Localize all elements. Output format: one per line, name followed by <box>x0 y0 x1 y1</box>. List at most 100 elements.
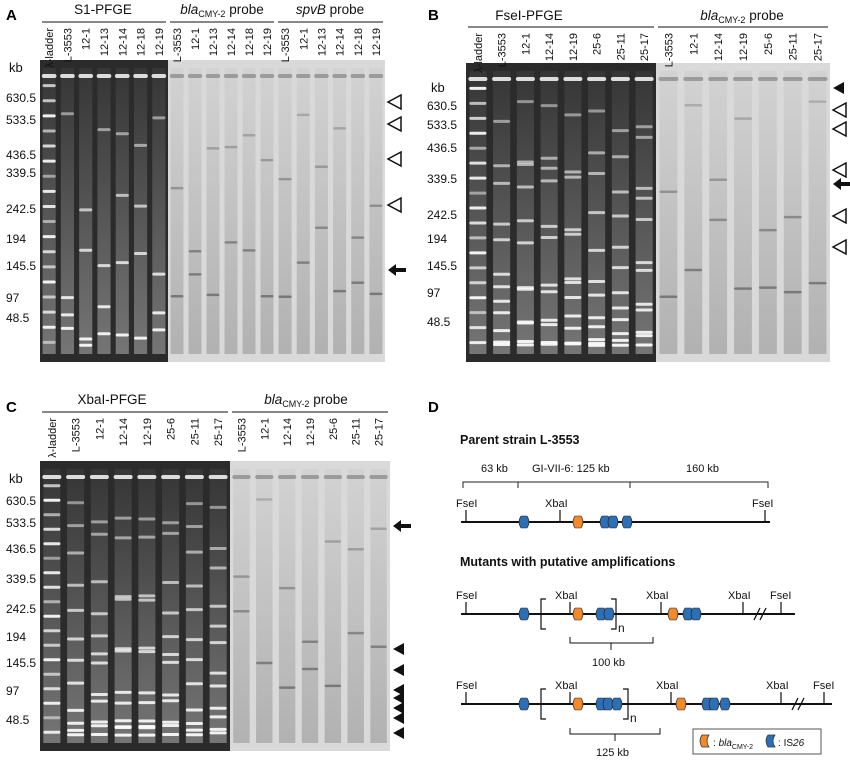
gel-band <box>43 571 61 575</box>
gel-band <box>564 342 582 346</box>
size-label: 242.5 <box>6 602 36 616</box>
gel-band <box>493 340 511 344</box>
gel-band <box>469 206 487 210</box>
size-label: 630.5 <box>427 99 457 113</box>
size-label: 145.5 <box>6 656 36 670</box>
lane-label: 12-19 <box>371 28 383 56</box>
gel-band <box>469 311 487 315</box>
gel-band <box>162 660 180 664</box>
gel-band <box>256 498 273 501</box>
gel-band <box>783 215 802 219</box>
lane-label: 12-1 <box>520 33 532 55</box>
gel-band <box>42 99 56 103</box>
gel-band <box>90 699 108 703</box>
gel-band <box>209 684 227 688</box>
gel-band <box>90 520 108 524</box>
gel-band <box>635 343 653 347</box>
gel-band <box>333 127 347 130</box>
is26-element <box>611 697 623 711</box>
lane-label: L-3553 <box>172 28 184 62</box>
gel-band <box>635 217 653 221</box>
open-triangle-marker <box>831 161 847 179</box>
gel-band <box>162 531 180 535</box>
gel-band <box>209 604 227 608</box>
lane-label: λ-ladder <box>473 33 485 73</box>
size-label: 48.5 <box>427 315 451 329</box>
filled-triangle-marker <box>393 664 404 676</box>
gel-band <box>42 129 56 133</box>
gel-band <box>540 224 558 228</box>
gel-band <box>469 251 487 255</box>
gel-band <box>469 146 487 150</box>
gel-band <box>369 292 383 296</box>
arrow-marker <box>833 178 850 190</box>
gel-band <box>115 193 129 197</box>
legend-is26-icon <box>765 734 776 748</box>
size-label: 194 <box>6 630 26 644</box>
gel-band <box>60 112 75 116</box>
gel-band <box>588 325 606 329</box>
gel-a-0 <box>40 60 168 362</box>
size-label: 630.5 <box>6 494 36 508</box>
gel-band <box>185 502 203 506</box>
bla-cmy2-gene <box>675 697 687 711</box>
lane-label: λ-ladder <box>47 418 59 458</box>
size-label: 339.5 <box>427 172 457 186</box>
size-label: 97 <box>6 684 20 698</box>
gel-band <box>138 594 156 598</box>
open-triangle-marker <box>386 196 402 214</box>
size-label: 48.5 <box>6 713 30 727</box>
is26-element <box>603 607 615 621</box>
filled-triangle-marker <box>393 643 404 655</box>
m2-xbai-3: XbaI <box>766 680 789 692</box>
gel-band <box>42 220 56 224</box>
gel-band <box>588 109 606 113</box>
gel-band <box>170 186 184 190</box>
lane-label: L-3553 <box>71 418 83 452</box>
gel-band <box>734 117 752 120</box>
is26-element <box>719 697 731 711</box>
m2-n: n <box>630 711 637 725</box>
gel-band <box>588 151 606 155</box>
filled-triangle-marker <box>393 702 404 714</box>
m1-fsei-right: FseI <box>770 590 791 602</box>
gel-band <box>43 585 61 589</box>
gel-band <box>808 281 827 285</box>
gel-band <box>42 265 56 269</box>
gel-band <box>185 550 203 554</box>
size-label: 145.5 <box>6 259 36 273</box>
gel-band <box>611 129 629 133</box>
gel-band <box>90 634 108 638</box>
gel-band <box>90 732 108 736</box>
lane-label: L-3553 <box>280 28 292 62</box>
size-label: 97 <box>6 291 20 305</box>
gel-band <box>540 290 558 294</box>
gel-band <box>115 333 129 337</box>
gel-band <box>42 310 56 314</box>
bracket-125kb <box>517 481 631 488</box>
parent-strain-title: Parent strain L-3553 <box>460 433 580 447</box>
lane-label: 12-1 <box>259 418 271 440</box>
m1-n: n <box>618 621 625 635</box>
gel-band <box>185 708 203 712</box>
size-label: 630.5 <box>6 91 36 105</box>
gel-band <box>138 598 156 602</box>
parent-fsei-left: FseI <box>456 498 477 510</box>
bla-cmy2-gene <box>667 607 679 621</box>
gel-band <box>611 332 629 336</box>
lane-label: 12-13 <box>99 28 111 56</box>
lane-label: 12-19 <box>142 418 154 446</box>
gel-band <box>43 614 61 618</box>
gel-band <box>162 580 180 584</box>
gel-band <box>588 343 606 347</box>
arrow-marker <box>388 264 406 276</box>
bracket-160kb <box>629 481 769 488</box>
gel-band <box>351 281 365 285</box>
gel-band <box>90 612 108 616</box>
gel-band <box>242 134 256 137</box>
lane-label: 12-19 <box>568 33 580 61</box>
gel-band <box>758 228 777 232</box>
lane-label: 25-6 <box>763 33 775 55</box>
is26-element <box>708 697 720 711</box>
gel-band <box>635 302 653 306</box>
